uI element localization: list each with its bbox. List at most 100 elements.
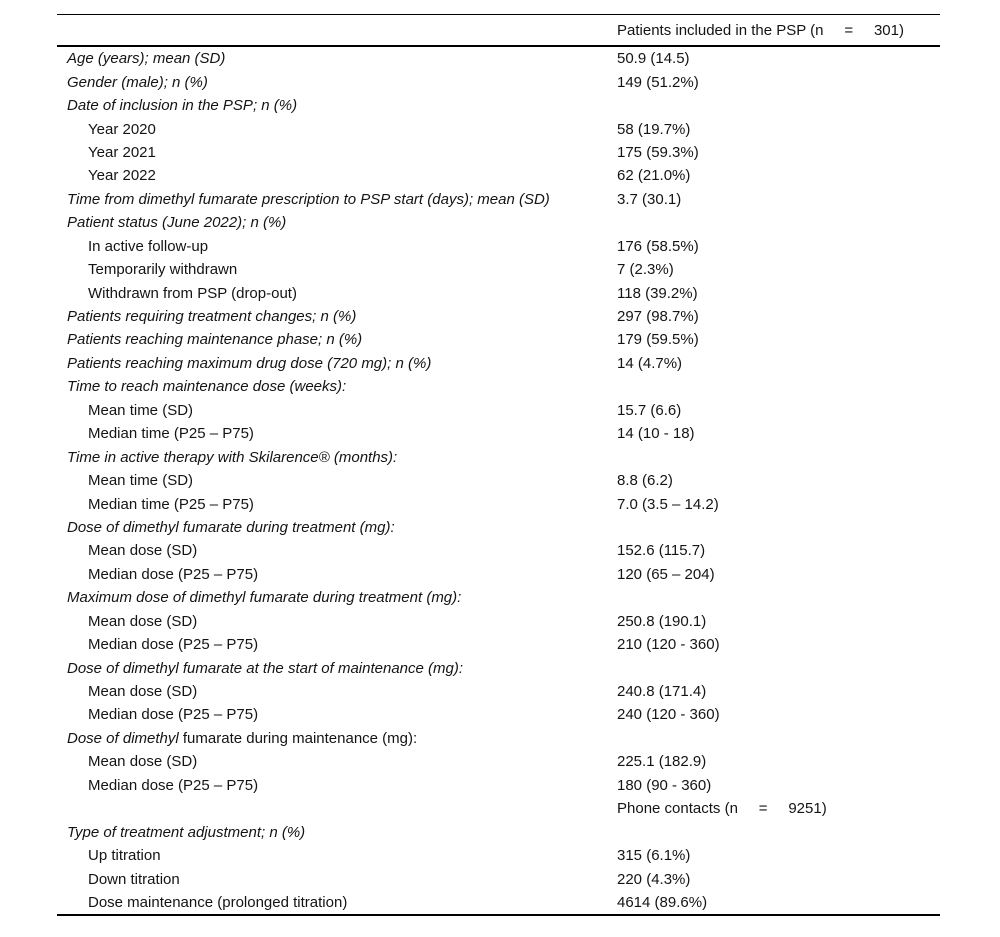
row-label: Mean time (SD) [88,401,194,419]
row-value: 297 (98.7%) [617,308,699,326]
row-value: 120 (65 – 204) [617,565,715,583]
table-row: Temporarily withdrawn 7 (2.3%) [57,258,940,281]
row-label: Mean time (SD) [88,472,194,490]
table-row: Median time (P25 – P75) 14 (10 - 18) [57,422,940,445]
table-header-row: Patients included in the PSP (n = 301) [57,15,940,47]
row-label-part: Dose of dimethyl [67,729,179,747]
row-value: 175 (59.3%) [617,143,699,161]
row-value: 210 (120 - 360) [617,636,720,654]
table-row: Phone contacts (n = 9251) [57,797,940,820]
table-row: Year 2022 62 (21.0%) [57,164,940,187]
row-label: Median dose (P25 – P75) [88,565,259,583]
row-label: Age (years); mean (SD) [67,50,226,68]
row-label: Down titration [88,870,180,888]
table-row: Mean dose (SD) 240.8 (171.4) [57,680,940,703]
table-row: Withdrawn from PSP (drop-out) 118 (39.2%… [57,281,940,304]
row-value: 152.6 (115.7) [617,542,706,560]
table-row: Down titration 220 (4.3%) [57,867,940,890]
row-label: Gender (male); n (%) [67,73,208,91]
row-label: Dose maintenance (prolonged titration) [88,893,348,911]
row-value: 8.8 (6.2) [617,472,673,490]
table-row: Median dose (P25 – P75) 120 (65 – 204) [57,563,940,586]
table-row: Date of inclusion in the PSP; n (%) [57,94,940,117]
table-row: Year 2020 58 (19.7%) [57,117,940,140]
row-label: Year 2020 [88,120,156,138]
table-row: Dose of dimethyl fumarate at the start o… [57,656,940,679]
table-row: Mean dose (SD) 225.1 (182.9) [57,750,940,773]
row-label: Patient status (June 2022); n (%) [67,214,287,232]
row-label: Mean dose (SD) [88,542,198,560]
row-value: 176 (58.5%) [617,237,699,255]
row-value: 220 (4.3%) [617,870,691,888]
row-value: 180 (90 - 360) [617,776,712,794]
table-header-value: Patients included in the PSP (n = 301) [617,21,904,39]
row-label: Withdrawn from PSP (drop-out) [88,284,297,302]
row-value: 225.1 (182.9) [617,753,707,771]
row-label: Patients reaching maintenance phase; n (… [67,331,363,349]
table-row: Year 2021 175 (59.3%) [57,141,940,164]
table-row: Mean dose (SD) 152.6 (115.7) [57,539,940,562]
row-label: Year 2021 [88,143,156,161]
table-row: Mean time (SD) 8.8 (6.2) [57,469,940,492]
table-row: Median dose (P25 – P75) 180 (90 - 360) [57,774,940,797]
row-label: Dose of dimethyl fumarate during mainten… [57,730,617,747]
row-value: 149 (51.2%) [617,73,699,91]
row-value: 240.8 (171.4) [617,683,707,701]
table-row: Patients reaching maintenance phase; n (… [57,328,940,351]
row-value: 7 (2.3%) [617,261,674,279]
row-value: 240 (120 - 360) [617,706,720,724]
row-label: Temporarily withdrawn [88,261,238,279]
row-value: 15.7 (6.6) [617,401,682,419]
row-label: Date of inclusion in the PSP; n (%) [67,97,298,115]
row-value: 62 (21.0%) [617,167,691,185]
table-row: Age (years); mean (SD) 50.9 (14.5) [57,47,940,70]
row-label: Mean dose (SD) [88,753,198,771]
row-label: Maximum dose of dimethyl fumarate during… [67,589,462,607]
table-row: Mean time (SD) 15.7 (6.6) [57,399,940,422]
table-row: In active follow-up 176 (58.5%) [57,235,940,258]
table-row: Patients requiring treatment changes; n … [57,305,940,328]
table-row: Time in active therapy with Skilarence® … [57,445,940,468]
row-label: Dose of dimethyl fumarate at the start o… [67,659,464,677]
table-row: Median dose (P25 – P75) 210 (120 - 360) [57,633,940,656]
table-row: Patients reaching maximum drug dose (720… [57,352,940,375]
table-body: Age (years); mean (SD) 50.9 (14.5) Gende… [57,47,940,914]
row-value: 7.0 (3.5 – 14.2) [617,495,719,513]
row-label: Patients reaching maximum drug dose (720… [67,354,432,372]
row-value: 4614 (89.6%) [617,893,708,911]
row-value: 3.7 (30.1) [617,190,682,208]
row-label: Median dose (P25 – P75) [88,776,259,794]
table-row: Dose of dimethyl fumarate during treatme… [57,516,940,539]
table-row: Up titration 315 (6.1%) [57,844,940,867]
row-label: Median dose (P25 – P75) [88,636,259,654]
table-row: Mean dose (SD) 250.8 (190.1) [57,610,940,633]
row-label: Time in active therapy with Skilarence® … [67,448,398,466]
row-label: Year 2022 [88,167,156,185]
table-row: Time from dimethyl fumarate prescription… [57,188,940,211]
row-label: Median time (P25 – P75) [88,425,254,443]
row-label: Time from dimethyl fumarate prescription… [67,190,550,208]
row-label: Mean dose (SD) [88,683,198,701]
row-value: 50.9 (14.5) [617,50,690,68]
row-label: Mean dose (SD) [88,612,198,630]
row-label: Patients requiring treatment changes; n … [67,308,357,326]
table-row: Median dose (P25 – P75) 240 (120 - 360) [57,703,940,726]
table-row: Median time (P25 – P75) 7.0 (3.5 – 14.2) [57,492,940,515]
row-value: Phone contacts (n = 9251) [617,800,827,818]
row-label: Time to reach maintenance dose (weeks): [67,378,347,396]
table-row: Type of treatment adjustment; n (%) [57,820,940,843]
table-row: Dose maintenance (prolonged titration) 4… [57,891,940,914]
table-row: Gender (male); n (%) 149 (51.2%) [57,70,940,93]
row-label: Dose of dimethyl fumarate during treatme… [67,518,395,536]
patient-characteristics-table: Patients included in the PSP (n = 301) A… [57,14,940,917]
row-value: 58 (19.7%) [617,120,691,138]
table-row: Dose of dimethyl fumarate during mainten… [57,727,940,750]
row-label: In active follow-up [88,237,209,255]
row-label: Median dose (P25 – P75) [88,706,259,724]
row-label: Type of treatment adjustment; n (%) [67,823,306,841]
table-row: Patient status (June 2022); n (%) [57,211,940,234]
row-value: 315 (6.1%) [617,847,691,865]
row-label-part: fumarate during maintenance (mg): [178,729,418,747]
row-label: Up titration [88,847,161,865]
table-row: Maximum dose of dimethyl fumarate during… [57,586,940,609]
